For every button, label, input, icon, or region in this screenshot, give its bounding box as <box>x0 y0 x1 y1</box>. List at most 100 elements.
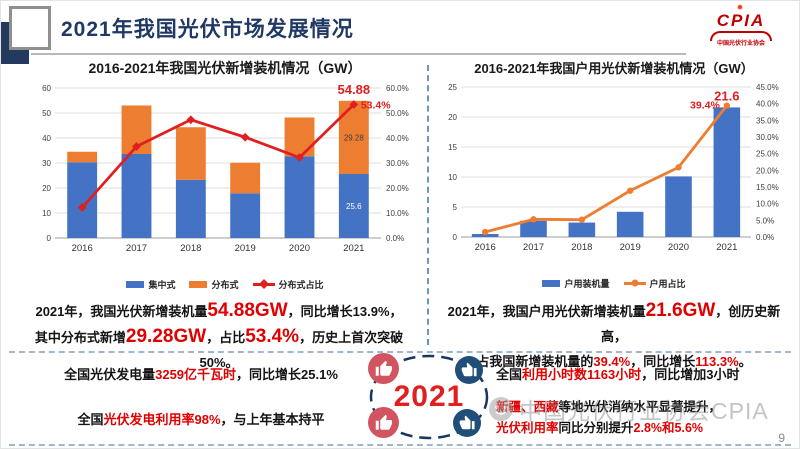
y-right-tick: 5.0% <box>756 216 774 225</box>
y-right-tick: 10.0% <box>756 200 779 209</box>
data-label: 29.28 <box>344 133 365 142</box>
data-point <box>240 132 250 142</box>
text-segment: 54.88GW <box>207 300 288 321</box>
y-right-tick: 20.0% <box>756 166 779 175</box>
y-left-tick: 40 <box>42 134 51 143</box>
trend-line <box>81 103 355 209</box>
text-segment: 全国 <box>77 412 104 427</box>
legend-swatch <box>189 280 208 288</box>
stat-line: 光伏利用率同比分别提升2.8%和5.6% <box>496 418 796 439</box>
legend-marker <box>631 279 638 287</box>
bar-segment <box>520 220 547 237</box>
year-badge-2021: 2021 <box>363 351 495 443</box>
y-right-tick: 25.0% <box>756 150 779 159</box>
bar-segment <box>284 156 315 238</box>
text-segment: 39.4% <box>593 354 631 369</box>
data-point <box>723 102 731 109</box>
bar-segment <box>67 151 98 163</box>
horizontal-dashed-divider-bottom <box>9 444 791 446</box>
page-title: 2021年我国光伏市场发展情况 <box>61 18 354 41</box>
category-label: 2017 <box>523 242 544 253</box>
text-segment: 29.28GW <box>125 326 207 347</box>
y-right-tick: 0.0% <box>756 233 774 242</box>
stat-utilization: 全国光伏发电利用率98%，与上年基本持平 <box>31 409 371 428</box>
text-segment: 新疆、西藏 <box>496 400 559 414</box>
bar-segment <box>230 193 261 238</box>
y-right-tick: 30.0% <box>756 133 779 142</box>
text-segment: 全国光伏发电量 <box>64 367 156 382</box>
summary-line: 占我国新增装机量的39.4%，同比增长113.3%。 <box>437 349 791 374</box>
y-right-tick: 20.0% <box>386 184 409 193</box>
bar-segment <box>121 154 152 238</box>
summary-line: 其中分布式新增29.28GW，占比53.4%，历史上首次突破50%。 <box>17 324 421 375</box>
y-left-tick: 20 <box>42 184 51 193</box>
bar-segment <box>284 117 315 157</box>
chart-canvas: 0 10 20 30 40 50 60 0.0% 10.0% 20.0% 30.0% 40.0% 50.… <box>42 82 409 254</box>
y-left-tick: 10 <box>42 209 51 218</box>
logo-text: CPIA <box>716 11 766 31</box>
legend-line-swatch <box>252 279 275 289</box>
category-label: 2017 <box>126 243 147 254</box>
cpia-logo: ✹ CPIA 中国光伏行业协会 <box>695 3 787 48</box>
household-chart: 0 5 10 15 20 25 0.0% 5.0% 10.0% 15.0% 20.0% 25.0% 30… <box>437 77 791 274</box>
header-divider <box>31 53 686 55</box>
text-segment: ，与上年基本持平 <box>220 412 325 427</box>
sun-rays-icon: ✹ <box>736 3 746 12</box>
text-segment: ，占比 <box>206 330 246 345</box>
vertical-dashed-divider <box>427 65 429 345</box>
category-label: 2019 <box>620 242 641 253</box>
stat-regions: 新疆、西藏等地光伏消纳水平显著提升， 光伏利用率同比分别提升2.8%和5.6% <box>496 397 796 439</box>
bar-segment <box>67 162 98 238</box>
category-label: 2020 <box>668 242 689 253</box>
summary-line: 2021年，我国户用光伏新增装机量21.6GW，创历史新高， <box>437 298 791 349</box>
text-segment: 其中分布式新增 <box>34 330 126 345</box>
y-right-tick: 60.0% <box>386 84 409 93</box>
trend-line <box>484 104 728 234</box>
category-label: 2018 <box>180 243 201 254</box>
legend-line-swatch <box>623 279 646 287</box>
dome-icon <box>710 31 772 42</box>
data-label: 21.6 <box>714 88 739 103</box>
page-number: 9 <box>778 431 785 445</box>
stat-hours: 全国利用小时数1163小时，同比增加3小时 <box>496 364 796 383</box>
pv-installations-chart: 0 10 20 30 40 50 60 0.0% 10.0% 20.0% 30.0% 40.0% 50.… <box>29 78 421 275</box>
legend-item: 户用占比 <box>623 277 686 290</box>
legend-swatch <box>126 280 145 288</box>
text-segment: ，历史上首次突破50%。 <box>199 330 404 370</box>
text-segment: 2021年，我国光伏新增装机量 <box>35 304 208 319</box>
data-point <box>481 228 489 236</box>
chart-canvas: 0 5 10 15 20 25 0.0% 5.0% 10.0% 15.0% 20.0% 25.0% 30… <box>448 83 779 253</box>
y-right-tick: 50.0% <box>386 109 409 118</box>
category-label: 2018 <box>571 242 592 253</box>
y-left-tick: 15 <box>448 143 457 152</box>
data-label: 39.4% <box>690 100 720 112</box>
legend-item: 分布式 <box>189 278 239 291</box>
y-left-tick: 60 <box>42 84 51 93</box>
stat-line: 新疆、西藏等地光伏消纳水平显著提升， <box>496 397 796 418</box>
data-label: 54.88 <box>338 82 371 97</box>
y-right-tick: 35.0% <box>756 116 779 125</box>
summary-household-text: 2021年，我国户用光伏新增装机量21.6GW，创历史新高， 占我国新增装机量的… <box>437 298 791 374</box>
y-right-tick: 30.0% <box>386 159 409 168</box>
text-segment: 利用小时数1163小时 <box>522 367 642 382</box>
horizontal-dashed-divider-top <box>9 351 791 353</box>
text-segment: ，同比增长25.1% <box>236 367 338 382</box>
text-segment: 21.6GW <box>645 300 716 321</box>
logo-org-text: 中国光伏行业协会 <box>716 41 765 48</box>
data-point <box>530 216 537 223</box>
legend-marker <box>258 279 269 289</box>
thumbs-up-icon <box>453 409 481 437</box>
data-label: 53.4% <box>361 100 391 112</box>
stat-generation: 全国光伏发电量3259亿千瓦时，同比增长25.1% <box>31 364 371 383</box>
y-right-tick: 45.0% <box>756 83 779 92</box>
chart-panel-pv-installations: 2016-2021年我国光伏新增装机情况（GW） 0 10 20 30 40 50 60 0.… <box>29 58 421 293</box>
category-label: 2020 <box>289 243 310 254</box>
text-segment: 全国 <box>496 367 523 382</box>
bar-segment <box>230 162 261 194</box>
legend-item: 集中式 <box>126 278 175 291</box>
chart-panel-household: 2016-2021年我国户用光伏新增装机情况（GW） 0 5 10 15 20 25 0.0… <box>437 58 791 292</box>
bar-segment <box>471 234 499 237</box>
y-right-tick: 0.0% <box>386 234 404 243</box>
text-segment: ，同比增加3小时 <box>641 367 740 382</box>
